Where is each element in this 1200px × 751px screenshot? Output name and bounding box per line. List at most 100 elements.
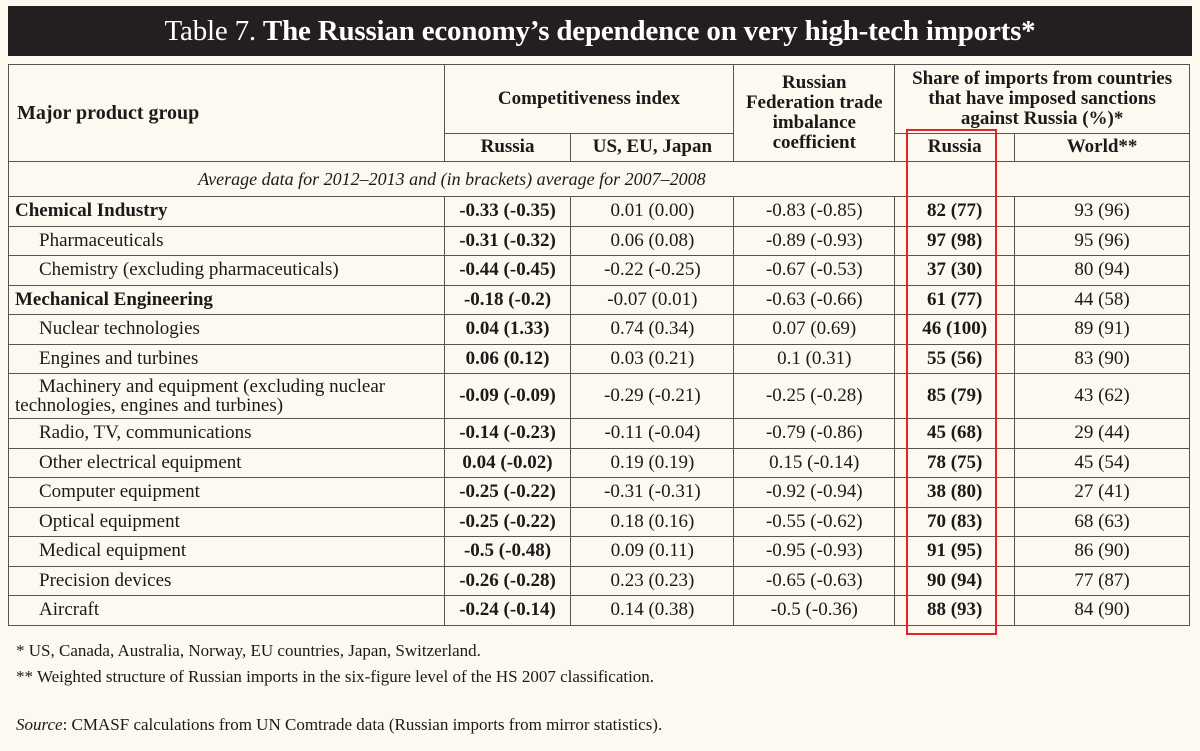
cell-product-group: Optical equipment (8, 506, 445, 537)
source-note: Source: CMASF calculations from UN Comtr… (16, 712, 1176, 738)
cell-share-russia: 70 (83) (894, 506, 1016, 537)
cell-product-group: Computer equipment (8, 477, 445, 508)
cell-trade-imbalance: -0.79 (-0.86) (733, 418, 896, 449)
table-row: Radio, TV, communications -0.14 (-0.23) -0… (8, 418, 1190, 449)
subheader-share-world: World** (1014, 132, 1190, 163)
cell-trade-imbalance: 0.07 (0.69) (733, 314, 896, 345)
cell-share-russia: 90 (94) (894, 565, 1016, 596)
cell-ci-russia: -0.44 (-0.45) (443, 255, 572, 286)
source-text: : CMASF calculations from UN Comtrade da… (62, 715, 663, 734)
cell-ci-us-eu-japan: -0.31 (-0.31) (570, 477, 735, 508)
footnotes: * US, Canada, Australia, Norway, EU coun… (16, 638, 1176, 738)
cell-share-russia: 55 (56) (894, 343, 1016, 374)
cell-share-russia: 91 (95) (894, 536, 1016, 567)
cell-ci-us-eu-japan: -0.22 (-0.25) (570, 255, 735, 286)
table-row: Precision devices -0.26 (-0.28) 0.23 (0.23… (8, 565, 1190, 596)
cell-trade-imbalance: -0.5 (-0.36) (733, 595, 896, 626)
cell-share-world: 27 (41) (1014, 477, 1190, 508)
cell-product-group: Radio, TV, communications (8, 418, 445, 449)
cell-trade-imbalance: -0.63 (-0.66) (733, 284, 896, 315)
cell-trade-imbalance: -0.25 (-0.28) (733, 373, 896, 419)
table-row: Optical equipment -0.25 (-0.22) 0.18 (0.16… (8, 506, 1190, 537)
cell-share-russia: 61 (77) (894, 284, 1016, 315)
cell-share-russia: 78 (75) (894, 447, 1016, 478)
cell-share-world: 86 (90) (1014, 536, 1190, 567)
cell-ci-russia: -0.33 (-0.35) (443, 196, 572, 227)
cell-product-group: Precision devices (8, 565, 445, 596)
cell-ci-russia: 0.06 (0.12) (443, 343, 572, 374)
cell-share-russia: 46 (100) (894, 314, 1016, 345)
cell-share-russia: 45 (68) (894, 418, 1016, 449)
table-row: Engines and turbines 0.06 (0.12) 0.03 (0.2… (8, 343, 1190, 374)
cell-trade-imbalance: -0.89 (-0.93) (733, 225, 896, 256)
cell-ci-us-eu-japan: -0.11 (-0.04) (570, 418, 735, 449)
cell-ci-us-eu-japan: 0.18 (0.16) (570, 506, 735, 537)
header-import-share: Share of imports from countries that hav… (894, 64, 1190, 134)
table-row: Aircraft -0.24 (-0.14) 0.14 (0.38) -0.5 (-0… (8, 595, 1190, 626)
cell-share-world: 45 (54) (1014, 447, 1190, 478)
cell-trade-imbalance: 0.15 (-0.14) (733, 447, 896, 478)
cell-ci-us-eu-japan: 0.14 (0.38) (570, 595, 735, 626)
cell-ci-russia: -0.09 (-0.09) (443, 373, 572, 419)
table-row: Chemistry (excluding pharmaceuticals) -0.… (8, 255, 1190, 286)
cell-ci-russia: -0.24 (-0.14) (443, 595, 572, 626)
cell-ci-us-eu-japan: 0.74 (0.34) (570, 314, 735, 345)
cell-ci-us-eu-japan: 0.23 (0.23) (570, 565, 735, 596)
cell-trade-imbalance: -0.92 (-0.94) (733, 477, 896, 508)
cell-ci-us-eu-japan: 0.03 (0.21) (570, 343, 735, 374)
period-note-spacer (1014, 161, 1190, 197)
cell-product-group: Other electrical equipment (8, 447, 445, 478)
cell-share-world: 68 (63) (1014, 506, 1190, 537)
table-row: Machinery and equipment (excluding nucle… (8, 373, 1190, 419)
cell-trade-imbalance: -0.83 (-0.85) (733, 196, 896, 227)
cell-product-group: Chemistry (excluding pharmaceuticals) (8, 255, 445, 286)
cell-share-russia: 97 (98) (894, 225, 1016, 256)
cell-ci-us-eu-japan: 0.19 (0.19) (570, 447, 735, 478)
table-row: Computer equipment -0.25 (-0.22) -0.31 (-0… (8, 477, 1190, 508)
period-note: Average data for 2012–2013 and (in brack… (7, 161, 895, 197)
cell-share-world: 93 (96) (1014, 196, 1190, 227)
cell-ci-russia: -0.25 (-0.22) (443, 477, 572, 508)
cell-ci-russia: -0.26 (-0.28) (443, 565, 572, 596)
subheader-share-russia: Russia (894, 132, 1016, 163)
table-body: Chemical Industry -0.33 (-0.35) 0.01 (0.00… (8, 196, 1190, 626)
table-row: Pharmaceuticals -0.31 (-0.32) 0.06 (0.08) -… (8, 225, 1190, 256)
cell-trade-imbalance: -0.67 (-0.53) (733, 255, 896, 286)
cell-product-group: Chemical Industry (8, 196, 445, 227)
table-row: Chemical Industry -0.33 (-0.35) 0.01 (0.00… (8, 196, 1190, 227)
period-note-spacer (894, 161, 1015, 197)
cell-share-world: 43 (62) (1014, 373, 1190, 419)
cell-share-world: 83 (90) (1014, 343, 1190, 374)
cell-ci-russia: -0.18 (-0.2) (443, 284, 572, 315)
cell-ci-us-eu-japan: 0.01 (0.00) (570, 196, 735, 227)
cell-ci-russia: 0.04 (-0.02) (443, 447, 572, 478)
footnote-2: ** Weighted structure of Russian imports… (16, 667, 655, 686)
cell-trade-imbalance: 0.1 (0.31) (733, 343, 896, 374)
cell-share-world: 29 (44) (1014, 418, 1190, 449)
cell-product-group: Medical equipment (8, 536, 445, 567)
subheader-ci-us-eu-japan: US, EU, Japan (570, 132, 735, 163)
cell-share-world: 95 (96) (1014, 225, 1190, 256)
cell-trade-imbalance: -0.55 (-0.62) (733, 506, 896, 537)
cell-share-world: 77 (87) (1014, 565, 1190, 596)
cell-share-russia: 37 (30) (894, 255, 1016, 286)
cell-ci-russia: -0.14 (-0.23) (443, 418, 572, 449)
data-table: Major product group Competitiveness inde… (7, 64, 1190, 626)
cell-product-group: Machinery and equipment (excluding nucle… (8, 373, 445, 419)
table-title-text: The Russian economy’s dependence on very… (262, 14, 1036, 47)
source-label: Source (16, 715, 63, 734)
cell-ci-russia: -0.25 (-0.22) (443, 506, 572, 537)
cell-share-russia: 88 (93) (894, 595, 1016, 626)
cell-product-group: Nuclear technologies (8, 314, 445, 345)
cell-product-group: Pharmaceuticals (8, 225, 445, 256)
cell-share-russia: 82 (77) (894, 196, 1016, 227)
table-row: Other electrical equipment 0.04 (-0.02) 0.… (8, 447, 1190, 478)
table-row: Nuclear technologies 0.04 (1.33) 0.74 (0.3… (8, 314, 1190, 345)
footnote-1: * US, Canada, Australia, Norway, EU coun… (16, 641, 481, 660)
cell-share-world: 44 (58) (1014, 284, 1190, 315)
cell-product-group: Aircraft (8, 595, 445, 626)
cell-product-group: Mechanical Engineering (8, 284, 445, 315)
cell-share-world: 80 (94) (1014, 255, 1190, 286)
cell-ci-us-eu-japan: 0.06 (0.08) (570, 225, 735, 256)
cell-ci-russia: 0.04 (1.33) (443, 314, 572, 345)
